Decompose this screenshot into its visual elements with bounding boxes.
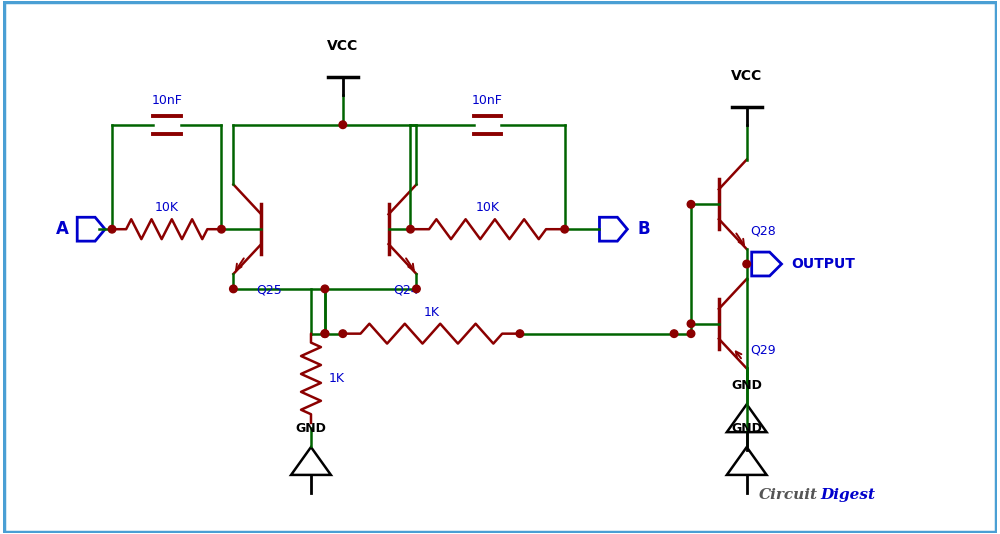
Text: Q28: Q28 [751, 224, 776, 237]
Circle shape [413, 285, 420, 293]
Text: Circuit: Circuit [759, 488, 818, 502]
Text: Q24: Q24 [394, 284, 419, 297]
Text: Q29: Q29 [751, 343, 776, 357]
Circle shape [230, 285, 237, 293]
Circle shape [687, 320, 695, 327]
Circle shape [670, 330, 678, 337]
Circle shape [407, 225, 414, 233]
Text: VCC: VCC [731, 69, 762, 83]
Circle shape [561, 225, 568, 233]
Text: Digest: Digest [820, 488, 875, 502]
Text: 1K: 1K [423, 306, 439, 319]
Circle shape [321, 285, 329, 293]
Circle shape [687, 201, 695, 208]
Circle shape [218, 225, 225, 233]
Text: 1K: 1K [329, 372, 345, 385]
Circle shape [321, 330, 329, 337]
Circle shape [108, 225, 116, 233]
Text: A: A [56, 220, 69, 238]
Text: GND: GND [296, 422, 326, 435]
Text: VCC: VCC [327, 39, 358, 53]
Text: GND: GND [731, 422, 762, 435]
Circle shape [743, 260, 750, 268]
Text: Q25: Q25 [256, 284, 282, 297]
Circle shape [687, 330, 695, 337]
Text: OUTPUT: OUTPUT [791, 257, 855, 271]
Circle shape [321, 330, 329, 337]
Text: 10K: 10K [476, 201, 500, 214]
Circle shape [339, 330, 347, 337]
Text: GND: GND [731, 379, 762, 392]
Circle shape [516, 330, 524, 337]
Text: 10K: 10K [155, 201, 179, 214]
Text: 10nF: 10nF [472, 94, 503, 107]
Circle shape [339, 121, 347, 129]
Text: B: B [637, 220, 650, 238]
Text: 10nF: 10nF [151, 94, 182, 107]
